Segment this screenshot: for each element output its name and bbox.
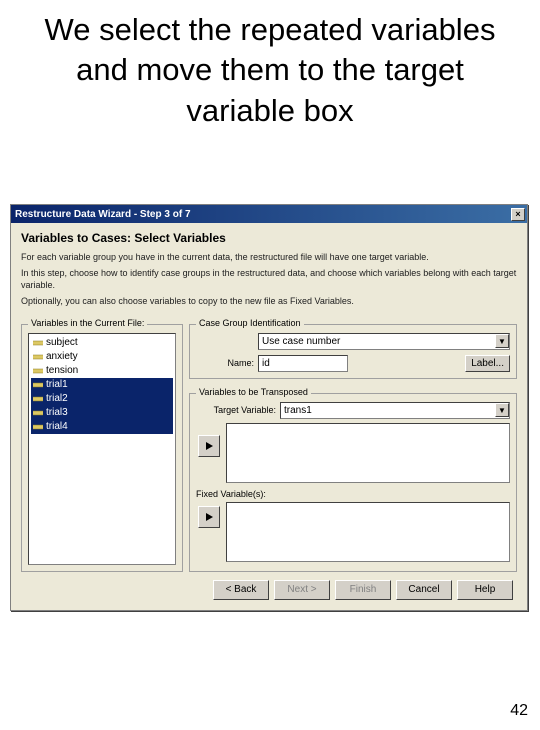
target-variable-combo[interactable]: trans1 ▼ <box>280 402 510 419</box>
fixed-variables-label: Fixed Variable(s): <box>196 489 266 499</box>
slide-number: 42 <box>510 702 528 720</box>
scale-variable-icon <box>33 338 43 348</box>
intro-text-2: In this step, choose how to identify cas… <box>21 267 517 291</box>
dialog-body: Variables to Cases: Select Variables For… <box>11 223 527 610</box>
intro-text-1: For each variable group you have in the … <box>21 251 517 263</box>
target-variable-label: Target Variable: <box>196 405 276 415</box>
target-variable-list[interactable] <box>226 423 510 483</box>
close-icon[interactable]: × <box>511 208 525 221</box>
move-right-button[interactable] <box>198 435 220 457</box>
name-input-value: id <box>262 358 270 369</box>
list-item[interactable]: subject <box>31 336 173 350</box>
finish-button[interactable]: Finish <box>335 580 391 600</box>
case-group-combo-value: Use case number <box>262 336 340 347</box>
scale-variable-icon <box>33 408 43 418</box>
scale-variable-icon <box>33 366 43 376</box>
current-variables-legend: Variables in the Current File: <box>28 318 147 328</box>
current-variables-fieldset: Variables in the Current File: subjectan… <box>21 324 183 572</box>
list-item[interactable]: trial2 <box>31 392 173 406</box>
case-group-fieldset: Case Group Identification Use case numbe… <box>189 324 517 379</box>
titlebar-text: Restructure Data Wizard - Step 3 of 7 <box>15 209 511 220</box>
cancel-button[interactable]: Cancel <box>396 580 452 600</box>
move-right-fixed-button[interactable] <box>198 506 220 528</box>
list-item-label: subject <box>46 337 78 348</box>
titlebar[interactable]: Restructure Data Wizard - Step 3 of 7 × <box>11 205 527 223</box>
list-item[interactable]: trial1 <box>31 378 173 392</box>
transposed-fieldset: Variables to be Transposed Target Variab… <box>189 393 517 572</box>
back-button[interactable]: < Back <box>213 580 269 600</box>
help-button[interactable]: Help <box>457 580 513 600</box>
list-item-label: anxiety <box>46 351 78 362</box>
intro-text-3: Optionally, you can also choose variable… <box>21 295 517 307</box>
list-item[interactable]: trial4 <box>31 420 173 434</box>
list-item-label: trial3 <box>46 407 68 418</box>
dialog-window: Restructure Data Wizard - Step 3 of 7 × … <box>10 204 528 611</box>
next-button[interactable]: Next > <box>274 580 330 600</box>
name-input[interactable]: id <box>258 355 348 372</box>
fixed-variable-list[interactable] <box>226 502 510 562</box>
scale-variable-icon <box>33 422 43 432</box>
chevron-down-icon[interactable]: ▼ <box>495 334 509 348</box>
case-group-legend: Case Group Identification <box>196 318 304 328</box>
list-item-label: tension <box>46 365 78 376</box>
name-label: Name: <box>196 358 254 368</box>
target-variable-value: trans1 <box>284 405 312 416</box>
list-item-label: trial1 <box>46 379 68 390</box>
triangle-right-icon <box>204 441 214 451</box>
scale-variable-icon <box>33 380 43 390</box>
list-item-label: trial4 <box>46 421 68 432</box>
transposed-legend: Variables to be Transposed <box>196 387 311 397</box>
wizard-button-row: < Back Next > Finish Cancel Help <box>21 572 517 602</box>
scale-variable-icon <box>33 394 43 404</box>
section-heading: Variables to Cases: Select Variables <box>21 231 517 245</box>
list-item[interactable]: tension <box>31 364 173 378</box>
slide-title: We select the repeated variables and mov… <box>30 10 510 131</box>
triangle-right-icon <box>204 512 214 522</box>
chevron-down-icon[interactable]: ▼ <box>495 403 509 417</box>
label-button[interactable]: Label... <box>465 355 510 372</box>
list-item[interactable]: anxiety <box>31 350 173 364</box>
variable-listbox[interactable]: subject anxiety tension trial1 trial2 trial3 t… <box>28 333 176 565</box>
case-group-combo[interactable]: Use case number ▼ <box>258 333 510 350</box>
list-item-label: trial2 <box>46 393 68 404</box>
scale-variable-icon <box>33 352 43 362</box>
list-item[interactable]: trial3 <box>31 406 173 420</box>
